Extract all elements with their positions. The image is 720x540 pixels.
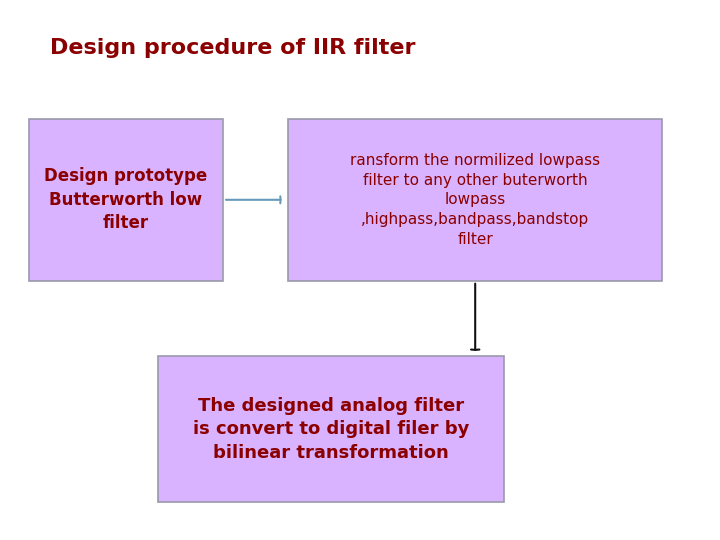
FancyBboxPatch shape bbox=[158, 356, 504, 502]
Text: Design prototype
Butterworth low
filter: Design prototype Butterworth low filter bbox=[45, 167, 207, 232]
FancyBboxPatch shape bbox=[29, 119, 223, 281]
Text: The designed analog filter
is convert to digital filer by
bilinear transformatio: The designed analog filter is convert to… bbox=[193, 397, 469, 462]
Text: ransform the normilized lowpass
filter to any other buterworth
lowpass
,highpass: ransform the normilized lowpass filter t… bbox=[350, 153, 600, 247]
FancyBboxPatch shape bbox=[288, 119, 662, 281]
Text: Design procedure of IIR filter: Design procedure of IIR filter bbox=[50, 38, 416, 58]
